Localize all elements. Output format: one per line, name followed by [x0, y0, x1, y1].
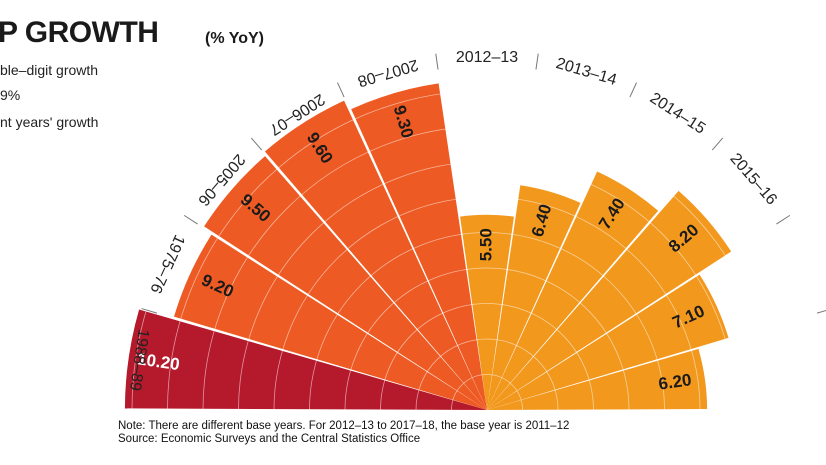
- gridline-ring-8: [202, 125, 772, 411]
- category-separator-9: [776, 214, 791, 225]
- source-line: Source: Economic Surveys and the Central…: [118, 433, 421, 445]
- category-separator-3: [250, 137, 263, 151]
- bar-2017-18: [487, 348, 708, 410]
- chart-title: P GROWTH: [0, 16, 159, 49]
- gridline-ring-3: [380, 303, 594, 411]
- category-separator-6: [535, 53, 539, 70]
- category-label-2015-16: 2015–16: [726, 150, 780, 208]
- category-label-2013-14: 2013–14: [554, 55, 619, 89]
- bar-2015-16: [487, 190, 732, 410]
- footnote: Note: There are different base years. Fo…: [118, 420, 570, 432]
- gridline-ring-9: [167, 90, 807, 411]
- bar-2005-06: [204, 156, 487, 410]
- subtitle-line-3: nt years' growth: [0, 114, 99, 130]
- category-label-1975-76: 1975–76: [146, 232, 187, 296]
- bar-2014-15: [487, 171, 659, 410]
- subtitle-line-1: ble–digit growth: [0, 62, 99, 78]
- category-label-2007-08: 2007–08: [356, 56, 421, 90]
- category-separator-4: [336, 82, 345, 98]
- bars-group: [124, 83, 732, 410]
- bar-1975-76: [174, 234, 487, 410]
- bar-2013-14: [487, 185, 581, 410]
- category-separator-7: [629, 82, 638, 98]
- bar-2007-08: [351, 83, 487, 410]
- category-label-2012-13: 2012–13: [456, 49, 518, 66]
- gridline-ring-1: [451, 374, 523, 411]
- category-separator-2: [183, 214, 198, 225]
- gridline-ring-2: [415, 338, 559, 411]
- bar-2006-07: [264, 100, 487, 410]
- gridline-ring-10: [131, 54, 826, 411]
- value-label-2012-13: 5.50: [476, 228, 495, 261]
- category-separator-10: [816, 309, 826, 314]
- bar-2012-13: [460, 214, 514, 410]
- gridline-ring-7: [238, 161, 736, 411]
- bar-2016-17: [487, 274, 729, 410]
- gridlines-group: [131, 54, 826, 411]
- unit-label: (% YoY): [205, 30, 264, 47]
- category-separator-8: [711, 137, 724, 151]
- category-separator-1: [141, 308, 158, 314]
- bar-1988-89: [124, 309, 488, 410]
- category-separator-5: [435, 53, 439, 70]
- gridline-ring-6: [273, 196, 701, 411]
- subtitle-line-2: 9%: [0, 87, 21, 103]
- gridline-ring-4: [344, 267, 630, 411]
- value-label-2017-18: 6.20: [657, 370, 692, 394]
- gridline-ring-5: [309, 232, 665, 411]
- category-label-2014-15: 2014–15: [647, 90, 709, 138]
